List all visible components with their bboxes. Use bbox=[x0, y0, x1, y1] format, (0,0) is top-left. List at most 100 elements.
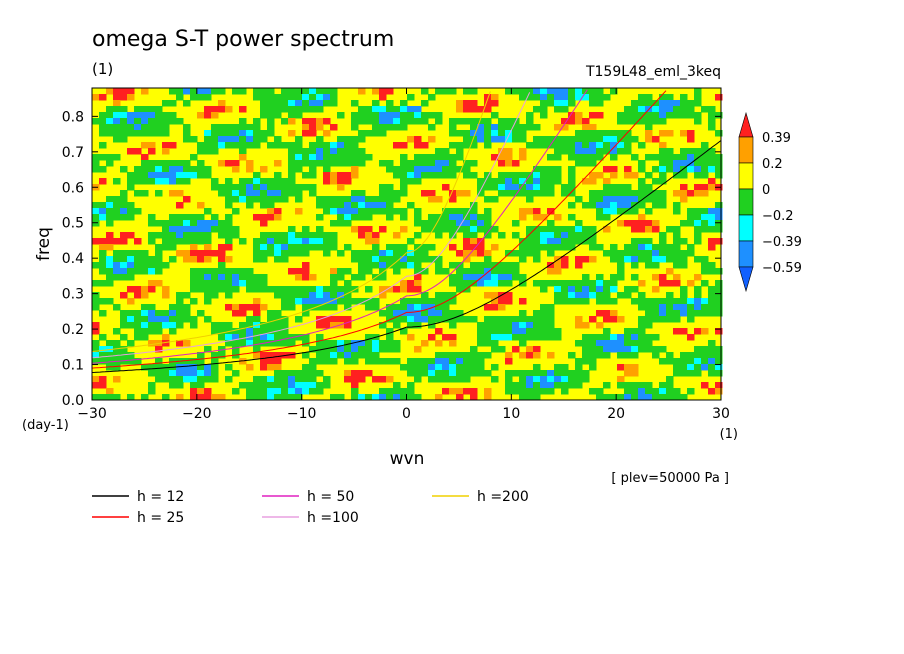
field-cell bbox=[533, 184, 541, 191]
field-cell bbox=[211, 250, 219, 257]
field-cell bbox=[442, 214, 450, 221]
field-cell bbox=[148, 148, 156, 155]
field-cell bbox=[134, 262, 142, 269]
field-cell bbox=[666, 226, 674, 233]
field-cell bbox=[484, 232, 492, 239]
field-cell bbox=[449, 316, 457, 323]
field-cell bbox=[435, 358, 443, 365]
field-cell bbox=[575, 238, 583, 245]
field-cell bbox=[246, 304, 254, 311]
field-cell bbox=[127, 358, 135, 365]
field-cell bbox=[260, 106, 268, 113]
field-cell bbox=[148, 268, 156, 275]
field-cell bbox=[260, 196, 268, 203]
field-cell bbox=[211, 112, 219, 119]
field-cell bbox=[99, 124, 107, 131]
field-cell bbox=[330, 154, 338, 161]
field-cell bbox=[652, 196, 660, 203]
field-cell bbox=[687, 112, 695, 119]
field-cell bbox=[141, 166, 149, 173]
field-cell bbox=[295, 190, 303, 197]
field-cell bbox=[463, 166, 471, 173]
field-cell bbox=[127, 298, 135, 305]
field-cell bbox=[386, 112, 394, 119]
field-cell bbox=[379, 256, 387, 263]
field-cell bbox=[393, 394, 401, 401]
field-cell bbox=[316, 106, 324, 113]
field-cell bbox=[526, 208, 534, 215]
field-cell bbox=[197, 286, 205, 293]
field-cell bbox=[414, 160, 422, 167]
field-cell bbox=[645, 100, 653, 107]
field-cell bbox=[596, 322, 604, 329]
field-cell bbox=[288, 340, 296, 347]
field-cell bbox=[456, 280, 464, 287]
field-cell bbox=[617, 292, 625, 299]
field-cell bbox=[372, 244, 380, 251]
field-cell bbox=[449, 376, 457, 383]
field-cell bbox=[309, 244, 317, 251]
field-cell bbox=[148, 304, 156, 311]
field-cell bbox=[127, 124, 135, 131]
field-cell bbox=[659, 202, 667, 209]
field-cell bbox=[239, 190, 247, 197]
field-cell bbox=[323, 352, 331, 359]
field-cell bbox=[540, 334, 548, 341]
field-cell bbox=[526, 238, 534, 245]
field-cell bbox=[414, 280, 422, 287]
field-cell bbox=[337, 250, 345, 257]
field-cell bbox=[253, 352, 261, 359]
field-cell bbox=[645, 346, 653, 353]
field-cell bbox=[225, 136, 233, 143]
field-cell bbox=[337, 268, 345, 275]
field-cell bbox=[344, 298, 352, 305]
field-cell bbox=[589, 334, 597, 341]
field-cell bbox=[435, 88, 443, 95]
field-cell bbox=[204, 274, 212, 281]
field-cell bbox=[106, 208, 114, 215]
field-cell bbox=[225, 256, 233, 263]
field-cell bbox=[316, 202, 324, 209]
field-cell bbox=[687, 310, 695, 317]
field-cell bbox=[680, 154, 688, 161]
field-cell bbox=[232, 274, 240, 281]
field-cell bbox=[330, 274, 338, 281]
field-cell bbox=[526, 394, 534, 401]
field-cell bbox=[414, 178, 422, 185]
field-cell bbox=[323, 154, 331, 161]
field-cell bbox=[400, 100, 408, 107]
field-cell bbox=[505, 358, 513, 365]
field-cell bbox=[526, 118, 534, 125]
field-cell bbox=[659, 178, 667, 185]
field-cell bbox=[680, 310, 688, 317]
field-cell bbox=[673, 112, 681, 119]
field-cell bbox=[477, 280, 485, 287]
field-cell bbox=[183, 172, 191, 179]
field-cell bbox=[666, 94, 674, 101]
field-cell bbox=[253, 136, 261, 143]
field-cell bbox=[603, 298, 611, 305]
field-cell bbox=[302, 106, 310, 113]
field-cell bbox=[127, 322, 135, 329]
field-cell bbox=[624, 244, 632, 251]
field-cell bbox=[561, 280, 569, 287]
field-cell bbox=[316, 148, 324, 155]
field-cell bbox=[589, 292, 597, 299]
field-cell bbox=[582, 322, 590, 329]
field-cell bbox=[533, 334, 541, 341]
field-cell bbox=[694, 94, 702, 101]
field-cell bbox=[666, 292, 674, 299]
field-cell bbox=[491, 196, 499, 203]
field-cell bbox=[162, 238, 170, 245]
field-cell bbox=[92, 298, 100, 305]
field-cell bbox=[554, 364, 562, 371]
field-cell bbox=[204, 142, 212, 149]
field-cell bbox=[400, 316, 408, 323]
field-cell bbox=[582, 280, 590, 287]
field-cell bbox=[407, 238, 415, 245]
field-cell bbox=[631, 394, 639, 401]
field-cell bbox=[260, 166, 268, 173]
field-cell bbox=[267, 142, 275, 149]
field-cell bbox=[253, 286, 261, 293]
field-cell bbox=[169, 256, 177, 263]
